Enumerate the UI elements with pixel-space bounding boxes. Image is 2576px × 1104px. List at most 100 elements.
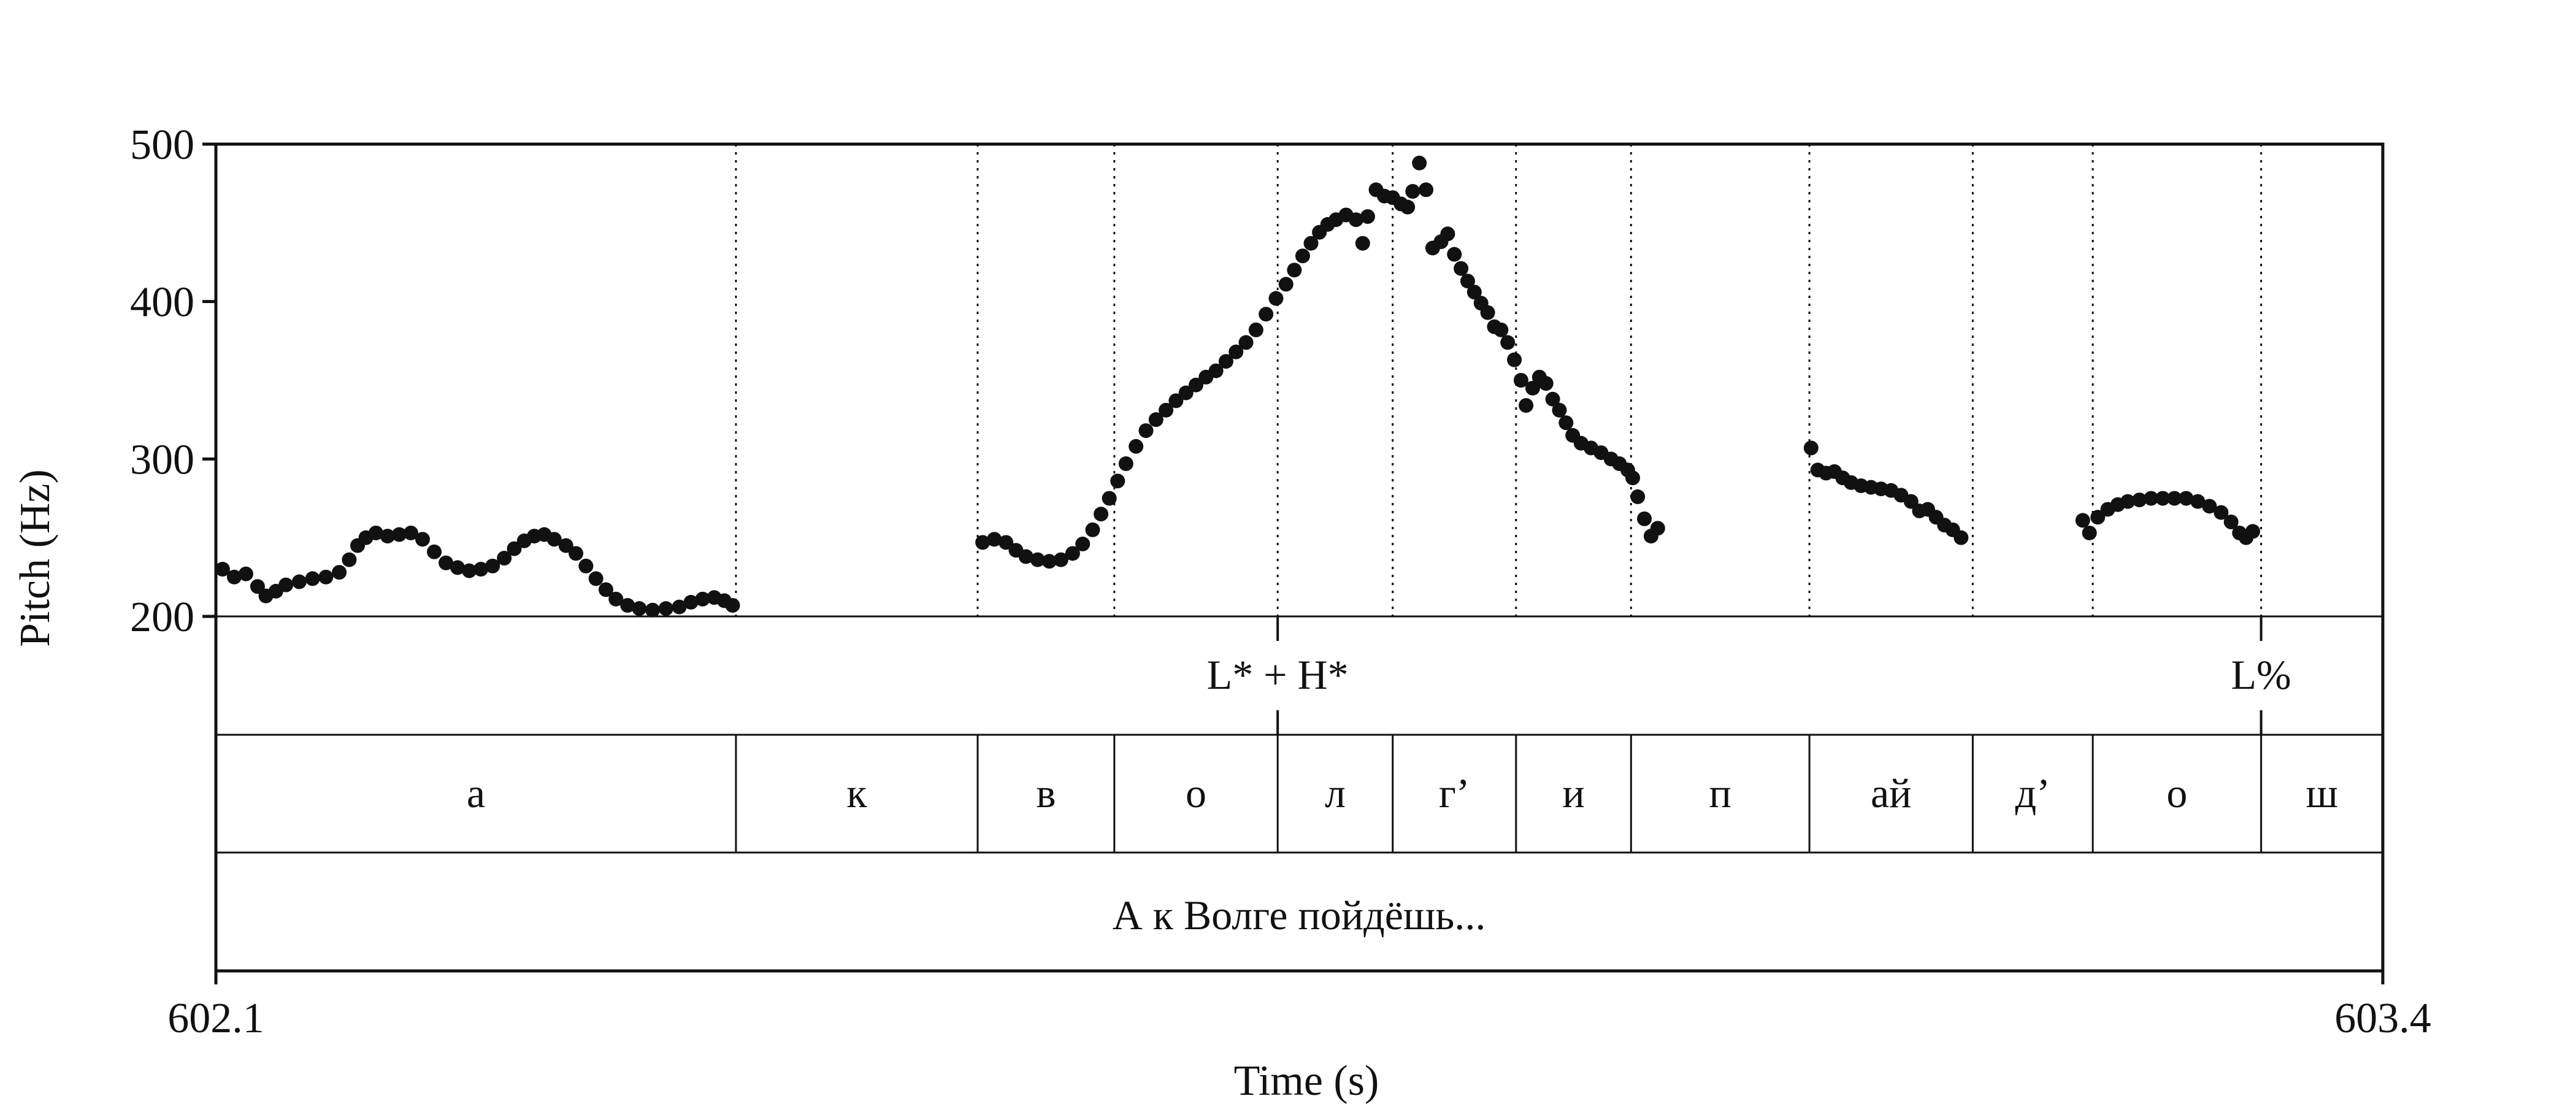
pitch-point	[1053, 552, 1068, 567]
segment-label: г’	[1439, 770, 1470, 816]
pitch-point	[578, 558, 594, 573]
pitch-point	[1102, 491, 1117, 506]
segment-tier: а к в о л г’ и п ай д’ о ш	[467, 770, 2338, 816]
pitch-point	[439, 555, 454, 570]
pitch-point	[1287, 263, 1302, 278]
pitch-point	[598, 582, 613, 597]
y-axis-label: Pitch (Hz)	[12, 469, 59, 647]
x-tick-label: 603.4	[2334, 995, 2431, 1042]
pitch-point	[226, 569, 242, 585]
pitch-point	[1295, 248, 1310, 264]
pitch-point	[975, 535, 991, 550]
pitch-point	[1525, 380, 1540, 396]
pitch-point	[403, 525, 418, 540]
pitch-point	[1558, 415, 1574, 431]
pitch-point	[250, 579, 265, 594]
y-tick-label: 200	[130, 594, 194, 641]
segment-label: ш	[2306, 770, 2338, 816]
pitch-point	[683, 594, 699, 610]
pitch-point	[497, 551, 512, 566]
segment-label: о	[1186, 770, 1206, 816]
pitch-point	[546, 532, 562, 547]
pitch-point	[987, 532, 1002, 547]
pitch-point	[608, 591, 624, 607]
pitch-point	[305, 571, 320, 586]
pitch-point	[427, 544, 442, 559]
pitch-point	[2090, 510, 2106, 525]
pitch-point	[1159, 402, 1174, 418]
segment-label: л	[1325, 770, 1346, 816]
x-axis: 602.1 603.4	[167, 971, 2431, 1042]
pitch-point	[1466, 285, 1482, 300]
pitch-point	[1065, 546, 1080, 561]
pitch-point	[672, 599, 687, 615]
pitch-point	[1500, 335, 1516, 350]
pitch-point	[2082, 525, 2097, 540]
pitch-point	[1419, 182, 1434, 197]
pitch-point	[278, 577, 294, 592]
pitch-point	[1168, 393, 1184, 408]
tone-tier: L* + H* L%	[1207, 651, 2291, 698]
pitch-point	[645, 602, 661, 618]
pitch-point	[2179, 491, 2194, 506]
pitch-point	[1085, 522, 1100, 537]
pitch-point	[1018, 549, 1033, 564]
segment-label: и	[1562, 770, 1584, 816]
pitch-point	[238, 566, 253, 581]
pitch-point	[2120, 494, 2136, 509]
x-axis-label: Time (s)	[1234, 1057, 1379, 1104]
pitch-point	[1545, 391, 1560, 407]
pitch-point	[485, 558, 500, 573]
x-tick-label: 602.1	[167, 995, 264, 1042]
pitch-point	[415, 532, 430, 547]
pitch-point	[1259, 307, 1274, 322]
pitch-point	[1238, 335, 1254, 350]
segment-label: а	[467, 770, 485, 816]
segment-label: в	[1036, 770, 1056, 816]
pitch-point	[2202, 499, 2217, 514]
segment-label: д’	[2015, 770, 2050, 816]
pitch-point	[473, 562, 489, 577]
pitch-point	[725, 598, 740, 613]
pitch-point	[1538, 376, 1554, 391]
pitch-point	[391, 527, 407, 542]
pitch-point	[1953, 530, 1969, 545]
pitch-point	[1218, 354, 1233, 369]
pitch-point	[215, 562, 230, 577]
pitch-point	[1303, 236, 1319, 251]
pitch-point	[999, 535, 1014, 550]
pitch-point	[2144, 491, 2159, 506]
pitch-point	[2167, 491, 2182, 506]
pitch-point	[1075, 536, 1091, 551]
pitch-point	[658, 601, 673, 616]
pitch-point	[380, 529, 395, 544]
pitch-point	[2075, 513, 2090, 528]
pitch-points	[215, 155, 2261, 618]
pitch-point	[2245, 524, 2261, 539]
pitch-point	[2223, 515, 2239, 529]
pitch-point	[1400, 199, 1416, 215]
plot-frame	[214, 142, 2385, 973]
pitch-point	[1138, 423, 1154, 439]
pitch-point	[1189, 377, 1204, 393]
pitch-point	[1355, 236, 1370, 251]
pitch-point	[1507, 352, 1522, 367]
pitch-point	[1118, 456, 1133, 472]
pitch-point	[1110, 473, 1125, 489]
plot-frames	[214, 142, 2385, 973]
pitch-point	[1552, 402, 1567, 418]
pitch-point	[1460, 274, 1475, 289]
pitch-point	[1513, 373, 1528, 388]
pitch-point	[695, 591, 710, 607]
pitch-point	[2155, 491, 2171, 506]
pitch-point	[2214, 505, 2229, 520]
tier-boundaries	[735, 616, 2263, 853]
pitch-point	[558, 538, 573, 553]
pitch-point	[1454, 261, 1469, 276]
tone-label: L%	[2231, 651, 2291, 698]
pitch-point	[1903, 494, 1919, 509]
pitch-point	[1178, 385, 1194, 401]
pitch-point	[1412, 155, 1427, 171]
pitch-point	[1030, 552, 1045, 567]
segment-label: ай	[1871, 770, 1912, 816]
